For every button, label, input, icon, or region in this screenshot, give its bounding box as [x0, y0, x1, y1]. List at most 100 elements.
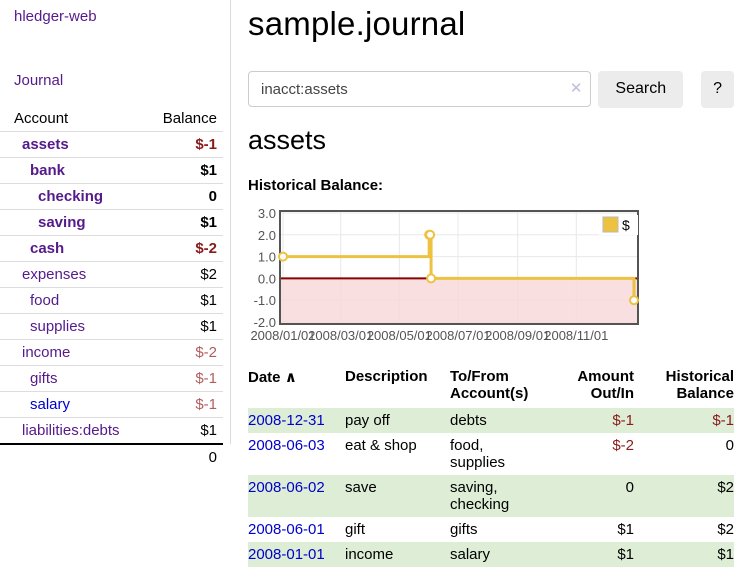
- account-balance: $-1: [195, 370, 217, 387]
- transaction-date-link[interactable]: 2008-06-03: [248, 436, 325, 454]
- account-link-checking[interactable]: checking: [38, 188, 104, 205]
- account-row-assets: assets $-1: [0, 131, 223, 158]
- transaction-accounts: food, supplies: [450, 436, 506, 471]
- accounts-column-header: To/From Account(s): [450, 367, 529, 402]
- help-button[interactable]: ?: [701, 70, 734, 108]
- transaction-balance: $2: [717, 478, 734, 496]
- search-form: ✕ Search ?: [248, 70, 734, 108]
- chart-series: [278, 229, 639, 305]
- account-row-liabilities-debts: liabilities:debts $1: [0, 417, 223, 445]
- register-row[interactable]: 2008-06-01 gift gifts $1 $2: [248, 517, 734, 542]
- main-content: sample.journal ✕ Search ? assets Histori…: [232, 0, 742, 567]
- transaction-balance: $2: [717, 520, 734, 538]
- description-column-header: Description: [345, 367, 428, 385]
- transaction-balance: $1: [717, 545, 734, 563]
- transaction-amount: $1: [617, 520, 634, 538]
- chart-legend: $: [599, 214, 638, 235]
- sidebar-item-journal[interactable]: Journal: [14, 72, 64, 89]
- svg-text:2008/11/01: 2008/11/01: [544, 328, 608, 343]
- register-row[interactable]: 2008-01-01 income salary $1 $1: [248, 541, 734, 567]
- account-row-checking: checking 0: [0, 183, 223, 210]
- transaction-date-link[interactable]: 2008-06-02: [248, 478, 325, 496]
- account-heading: assets: [248, 124, 327, 155]
- transaction-date-link[interactable]: 2008-06-01: [248, 520, 325, 538]
- amount-column-header: Amount Out/In: [577, 367, 634, 402]
- transaction-description: eat & shop: [345, 436, 417, 454]
- accounts-total-row: 0: [0, 444, 223, 470]
- svg-text:2008/07/01: 2008/07/01: [425, 328, 490, 343]
- account-row-gifts: gifts $-1: [0, 365, 223, 392]
- historical-balance-chart[interactable]: 2008/01/012008/03/012008/05/012008/07/01…: [248, 204, 648, 346]
- account-row-saving: saving $1: [0, 209, 223, 236]
- transaction-date-link[interactable]: 2008-12-31: [248, 411, 325, 429]
- account-row-salary: salary $-1: [0, 391, 223, 418]
- account-link-assets[interactable]: assets: [22, 136, 69, 153]
- balance-column-header: Balance: [162, 110, 217, 127]
- transaction-amount: $-2: [612, 436, 634, 454]
- search-input[interactable]: [248, 71, 592, 108]
- account-balance: $1: [200, 318, 217, 335]
- legend-label: $: [622, 217, 630, 233]
- svg-text:3.0: 3.0: [258, 206, 276, 221]
- register-row[interactable]: 2008-12-31 pay off debts $-1 $-1: [248, 407, 734, 433]
- sidebar: hledger-web Journal Account Balance asse…: [0, 0, 231, 466]
- account-link-cash[interactable]: cash: [30, 240, 65, 257]
- account-column-header: Account: [14, 110, 69, 127]
- transaction-description: pay off: [345, 411, 390, 429]
- account-row-expenses: expenses $2: [0, 261, 223, 288]
- svg-text:2008/05/01: 2008/05/01: [367, 328, 432, 343]
- svg-text:1.0: 1.0: [258, 249, 276, 264]
- accounts-total-value: 0: [208, 449, 217, 466]
- accounts-table: Account Balance assets $-1 bank $1 check…: [0, 106, 223, 470]
- clear-search-icon[interactable]: ✕: [569, 80, 583, 98]
- account-row-cash: cash $-2: [0, 235, 223, 262]
- account-balance: $1: [200, 422, 217, 439]
- transaction-accounts: salary: [450, 545, 491, 563]
- date-header-label: Date: [248, 368, 281, 386]
- transaction-description: income: [345, 545, 394, 563]
- search-button[interactable]: Search: [598, 70, 684, 108]
- app-title-link[interactable]: hledger-web: [14, 8, 97, 25]
- svg-text:2008/03/01: 2008/03/01: [308, 328, 373, 343]
- register-table: Date ∧ Description To/From Account(s) Am…: [248, 366, 734, 567]
- date-column-header[interactable]: Date ∧: [248, 366, 345, 408]
- accounts-header-row: Account Balance: [0, 106, 223, 132]
- register-row[interactable]: 2008-06-03 eat & shop food, supplies $-2…: [248, 433, 734, 475]
- account-link-gifts[interactable]: gifts: [30, 370, 58, 387]
- account-balance: $1: [200, 292, 217, 309]
- account-link-food[interactable]: food: [30, 292, 60, 309]
- chart-heading: Historical Balance:: [248, 176, 384, 194]
- account-balance: $-2: [195, 344, 217, 361]
- transaction-balance: $-1: [712, 411, 734, 429]
- account-balance: $-1: [195, 396, 217, 413]
- account-balance: $-2: [195, 240, 217, 257]
- transaction-accounts: gifts: [450, 520, 478, 538]
- transaction-amount: $-1: [612, 411, 634, 429]
- sort-ascending-icon: ∧: [284, 368, 297, 386]
- account-link-saving[interactable]: saving: [38, 214, 86, 231]
- transaction-balance: 0: [725, 436, 734, 454]
- account-row-supplies: supplies $1: [0, 313, 223, 340]
- page-title: sample.journal: [248, 5, 466, 42]
- account-link-bank[interactable]: bank: [30, 162, 66, 179]
- account-balance: $-1: [195, 136, 217, 153]
- account-row-income: income $-2: [0, 339, 223, 366]
- account-balance: $2: [200, 266, 217, 283]
- account-link-supplies[interactable]: supplies: [30, 318, 86, 335]
- account-row-bank: bank $1: [0, 157, 223, 184]
- account-balance: 0: [208, 188, 217, 205]
- svg-text:-1.0: -1.0: [254, 293, 276, 308]
- transaction-accounts: debts: [450, 411, 487, 429]
- chart-border: [279, 209, 639, 325]
- transaction-amount: $1: [617, 545, 634, 563]
- svg-text:-2.0: -2.0: [254, 315, 276, 330]
- account-link-salary[interactable]: salary: [30, 396, 71, 413]
- transaction-date-link[interactable]: 2008-01-01: [248, 545, 325, 563]
- account-link-income[interactable]: income: [22, 344, 71, 361]
- transaction-accounts: saving, checking: [450, 478, 510, 513]
- register-row[interactable]: 2008-06-02 save saving, checking 0 $2: [248, 474, 734, 517]
- transaction-description: gift: [345, 520, 366, 538]
- svg-text:2008/09/01: 2008/09/01: [485, 328, 550, 343]
- account-link-liabilities-debts[interactable]: liabilities:debts: [22, 422, 120, 439]
- account-link-expenses[interactable]: expenses: [22, 266, 87, 283]
